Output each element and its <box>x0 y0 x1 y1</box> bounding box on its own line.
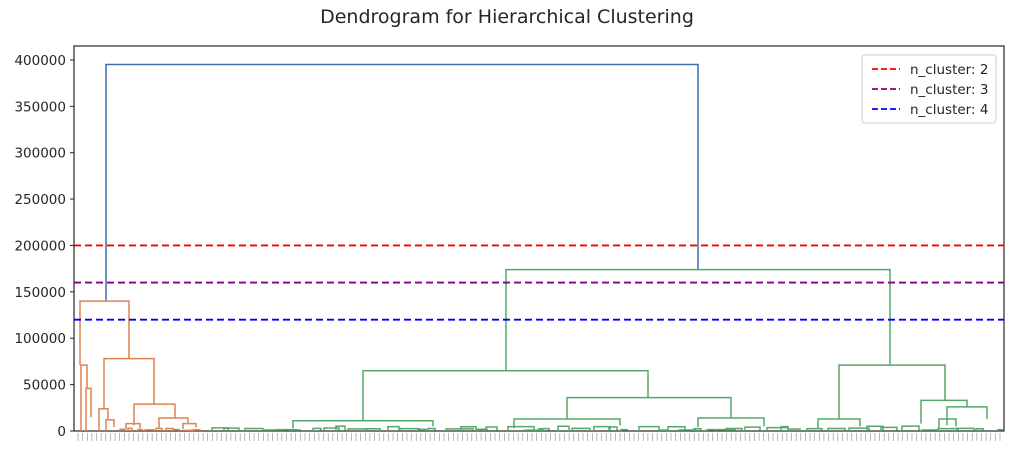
link-orange-leaf <box>119 428 126 431</box>
y-tick-label: 250000 <box>14 192 66 208</box>
link-green-leaf <box>956 427 975 431</box>
link-green-leaf <box>678 429 696 431</box>
link-green-leaf <box>937 427 959 431</box>
link-green-leaf <box>997 428 1003 431</box>
link-green-leaf <box>485 426 498 431</box>
link-cluster1-top <box>79 300 130 366</box>
link-green-e <box>946 406 988 426</box>
link-orange-leaf <box>155 427 163 431</box>
link-green-c <box>697 417 765 428</box>
link-green-leaf <box>725 427 743 431</box>
link-green-leaf <box>211 427 229 431</box>
link-root <box>105 63 699 302</box>
y-tick-label: 200000 <box>14 238 66 254</box>
link-green-a <box>292 420 434 429</box>
y-tick-label: 0 <box>57 424 66 440</box>
link-green-leaf <box>571 427 591 431</box>
link-green-leaf <box>880 426 898 431</box>
link-green-leaf <box>667 426 686 431</box>
link-green-leaf <box>538 427 550 431</box>
link-green-leaf <box>557 425 570 431</box>
link-green-leaf <box>789 428 801 431</box>
link-green-leaf <box>312 427 322 431</box>
link-green-leaf <box>223 427 240 431</box>
y-tick-label: 100000 <box>14 331 66 347</box>
link-orange-a <box>98 407 109 431</box>
link-orange-d <box>125 422 141 430</box>
link-green-d <box>817 418 861 429</box>
link-green-leaf <box>524 429 544 431</box>
legend-box <box>861 54 997 124</box>
link-orange-leaf <box>144 429 155 431</box>
link-green-leaf <box>866 425 884 431</box>
link-green-leaf <box>347 428 367 431</box>
link-orange-left2 <box>85 387 92 431</box>
link-orange-c <box>158 417 189 429</box>
link-orange-left <box>80 364 88 431</box>
link-green-leaf <box>427 427 436 431</box>
y-tick-label: 350000 <box>14 99 66 115</box>
link-green-mid <box>362 369 649 421</box>
link-orange-leaf <box>185 429 195 431</box>
link-green-leaf <box>827 427 846 431</box>
link-green-leaf <box>780 425 789 431</box>
link-green-leaf <box>608 426 618 431</box>
link-orange-b <box>105 419 115 431</box>
link-green-leaf <box>638 425 660 431</box>
link-green-leaf <box>901 425 920 431</box>
link-green-leaf <box>806 427 823 431</box>
link-green-leaf <box>417 428 427 431</box>
link-green-leaf <box>335 425 346 431</box>
y-tick-label: 150000 <box>14 285 66 301</box>
link-orange-e <box>182 422 197 430</box>
link-green-leaf <box>387 425 400 431</box>
y-tick-label: 400000 <box>14 53 66 69</box>
link-green-right-sub <box>920 399 968 424</box>
link-green-leaf <box>593 425 611 431</box>
chart-title: Dendrogram for Hierarchical Clustering <box>320 6 694 28</box>
link-green-sub <box>566 396 732 419</box>
link-green-leaf <box>921 429 938 431</box>
y-tick-label: 300000 <box>14 146 66 162</box>
link-orange-leaf <box>127 427 133 431</box>
legend-label: n_cluster: 2 <box>910 62 988 78</box>
link-green-leaf <box>507 425 535 431</box>
link-green-leaf <box>366 428 381 431</box>
link-green-b <box>513 418 621 429</box>
legend-label: n_cluster: 4 <box>910 102 988 118</box>
y-tick-label: 50000 <box>23 378 66 394</box>
link-orange-leaf <box>192 429 201 431</box>
link-green-leaf <box>848 427 870 431</box>
link-green-leaf <box>744 426 761 431</box>
link-orange-mid <box>103 357 155 410</box>
link-green-f <box>938 418 957 429</box>
link-green-leaf <box>323 427 340 431</box>
link-green-leaf <box>244 427 264 431</box>
link-green-leaf <box>475 428 488 431</box>
link-green-leaf <box>975 427 984 431</box>
link-green-right <box>838 364 946 419</box>
link-green-leaf <box>620 428 628 431</box>
legend-label: n_cluster: 3 <box>910 82 988 98</box>
link-green-leaf <box>290 429 301 431</box>
link-green-leaf <box>445 428 474 431</box>
link-green-leaf <box>693 428 702 431</box>
link-orange-sub <box>133 403 176 426</box>
link-orange-leaf <box>137 428 143 431</box>
link-orange-leaf <box>172 428 180 431</box>
